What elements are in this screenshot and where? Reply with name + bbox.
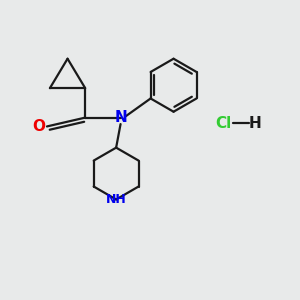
Text: NH: NH bbox=[106, 193, 127, 206]
Text: N: N bbox=[114, 110, 127, 125]
Text: O: O bbox=[32, 119, 45, 134]
Text: Cl: Cl bbox=[215, 116, 232, 131]
Text: H: H bbox=[248, 116, 261, 131]
